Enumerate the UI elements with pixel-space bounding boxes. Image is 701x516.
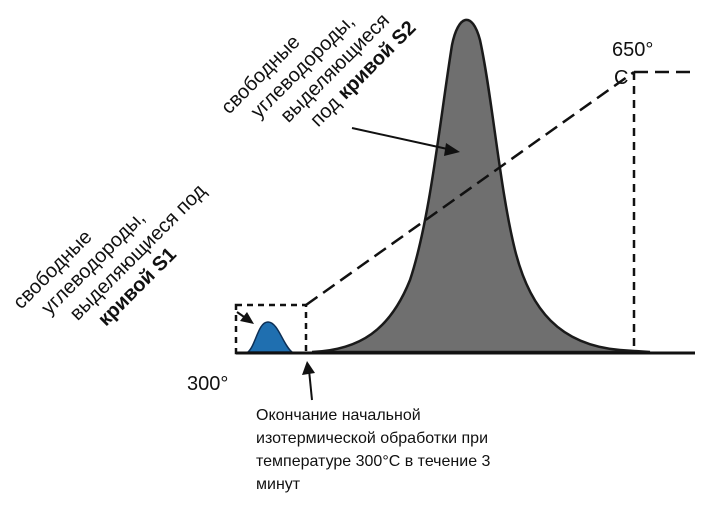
s1-annotation: свободные углеводороды, выделяющиеся под…	[9, 180, 211, 331]
start-temperature-label: 300°	[187, 373, 228, 395]
temperature-ramp	[305, 70, 635, 307]
caption-line4: минут	[256, 476, 301, 493]
isothermal-box	[234, 303, 308, 355]
temperature-program	[234, 70, 697, 355]
caption-arrow-line	[308, 369, 313, 401]
s1-peak	[246, 321, 295, 353]
s2-peak	[311, 18, 651, 354]
end-temperature-label: 650°	[612, 39, 653, 61]
caption-line1: Окончание начальной	[256, 407, 421, 424]
s2-arrow-line	[351, 127, 453, 151]
caption-line3: температуре 300°С в течение 3	[256, 453, 491, 470]
s2-arrow-head	[444, 143, 460, 156]
s1-arrow-head	[240, 312, 254, 324]
caption-line2: изотермической обработки при	[256, 430, 488, 447]
end-temperature-unit: C	[614, 67, 628, 89]
s2-annotation: свободные углеводороды, выделяющиеся под…	[217, 9, 421, 131]
caption-arrow-head	[302, 361, 315, 375]
isothermal-caption: Окончание начальной изотермической обраб…	[256, 407, 491, 493]
